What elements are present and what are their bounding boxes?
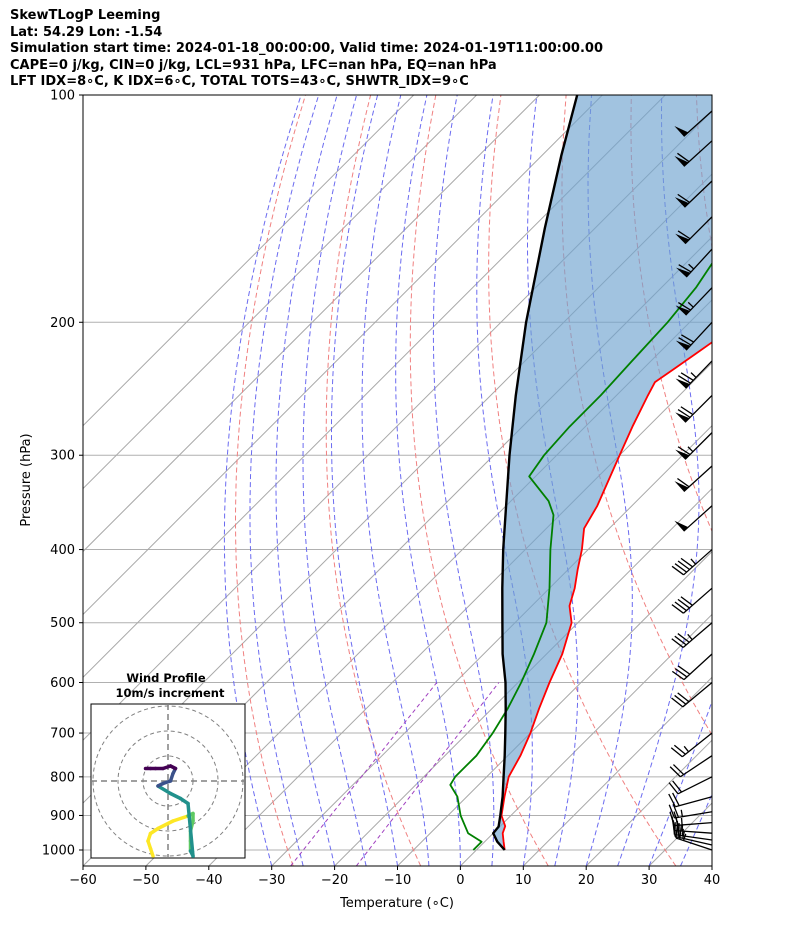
dry-adiabat [409, 95, 549, 866]
isotherm [522, 676, 712, 866]
indices-line-2: LFT IDX=8∘C, K IDX=6∘C, TOTAL TOTS=43∘C,… [10, 74, 469, 90]
hodograph-segment [171, 814, 190, 823]
isotherm [83, 95, 477, 490]
x-tick-label: 0 [456, 873, 464, 888]
location-line: Lat: 54.29 Lon: -1.54 [10, 24, 163, 40]
x-tick-label: 10 [515, 873, 532, 888]
isotherm [271, 424, 712, 866]
time-line: Simulation start time: 2024-01-18_00:00:… [10, 41, 603, 57]
y-tick-label: 1000 [42, 844, 75, 859]
wind-barb [674, 465, 713, 493]
moist-adiabat [680, 793, 712, 866]
moist-adiabat [711, 864, 712, 866]
wind-barb [674, 505, 713, 532]
isotherm [83, 95, 540, 553]
hodograph-segment [156, 819, 175, 831]
isotherm [83, 95, 415, 427]
x-tick-label: −60 [69, 873, 96, 888]
wind-barb [668, 792, 713, 808]
wind-barb [671, 587, 713, 614]
isotherm [83, 95, 603, 616]
x-tick-label: −30 [258, 873, 285, 888]
y-tick-label: 400 [50, 543, 75, 558]
hodograph-segment [186, 801, 195, 858]
moist-adiabat [395, 95, 461, 866]
moist-adiabat [331, 95, 398, 866]
x-tick-label: 40 [704, 873, 721, 888]
moist-adiabat [302, 95, 367, 866]
wind-barb [674, 180, 713, 208]
moist-adiabat [432, 95, 495, 866]
dry-adiabat [235, 95, 306, 866]
wind-barb [671, 682, 713, 708]
isotherm [460, 613, 712, 866]
x-tick-label: −40 [195, 873, 222, 888]
y-tick-label: 300 [50, 449, 75, 464]
wind-barb [675, 394, 713, 423]
wind-barb [674, 140, 713, 167]
chart-header: SkewTLogP Leeming Lat: 54.29 Lon: -1.54 … [10, 8, 603, 91]
y-tick-label: 700 [50, 727, 75, 742]
y-tick-label: 800 [50, 770, 75, 785]
y-tick-label: 200 [50, 316, 75, 331]
y-tick-label: 600 [50, 676, 75, 691]
moist-adiabat [617, 95, 700, 866]
y-tick-label: 900 [50, 809, 75, 824]
wind-barb [675, 287, 713, 316]
wind-barb [669, 755, 713, 778]
wind-barb [671, 549, 713, 576]
cin-shaded-area [493, 95, 712, 850]
x-axis-label: Temperature (∘C) [339, 896, 454, 911]
isotherm [711, 865, 712, 866]
y-tick-label: 100 [50, 89, 75, 104]
wind-profile-inset: Wind Profile 10m/s increment [90, 671, 246, 859]
wind-barb [671, 653, 713, 681]
isotherm [83, 95, 666, 679]
moist-adiabat [361, 95, 430, 866]
wind-barb [675, 360, 713, 389]
parcel-profile-line [492, 95, 579, 851]
wind-barb [675, 216, 713, 245]
hodograph-segment [156, 784, 173, 796]
dry-adiabat [488, 95, 677, 866]
moist-adiabat [275, 95, 338, 866]
wind-barb [668, 776, 713, 795]
x-tick-label: −20 [321, 873, 348, 888]
dewpoint-profile-line [449, 262, 712, 851]
temperature-profile-line [500, 341, 712, 851]
chart-title: SkewTLogP Leeming [10, 8, 161, 23]
indices-line: CAPE=0 j/kg, CIN=0 j/kg, LCL=931 hPa, LF… [10, 57, 497, 73]
x-tick-label: −10 [384, 873, 411, 888]
inset-subtitle: 10m/s increment [116, 686, 225, 700]
moist-adiabat [249, 95, 320, 866]
moist-adiabat [476, 95, 533, 866]
wind-barb [671, 622, 713, 648]
mixing-ratio-line [290, 682, 438, 866]
wind-barb [675, 432, 713, 460]
hodograph-segment [168, 791, 183, 801]
x-tick-label: 30 [641, 873, 658, 888]
dry-adiabat [325, 95, 422, 866]
wind-barb [675, 321, 713, 351]
moist-adiabat [223, 95, 302, 866]
isotherm [334, 487, 712, 866]
wind-barb [676, 248, 713, 278]
wind-barb [670, 732, 713, 758]
wind-barb [674, 110, 713, 137]
x-tick-label: 20 [578, 873, 595, 888]
x-tick-label: −50 [132, 873, 159, 888]
dry-adiabat [762, 95, 794, 866]
wind-barb [668, 803, 713, 819]
inset-title: Wind Profile [126, 671, 206, 685]
y-tick-label: 500 [50, 616, 75, 631]
hodograph-ring [117, 730, 219, 832]
mixing-ratio-line [355, 682, 500, 866]
y-axis-label: Pressure (hPa) [19, 433, 34, 526]
